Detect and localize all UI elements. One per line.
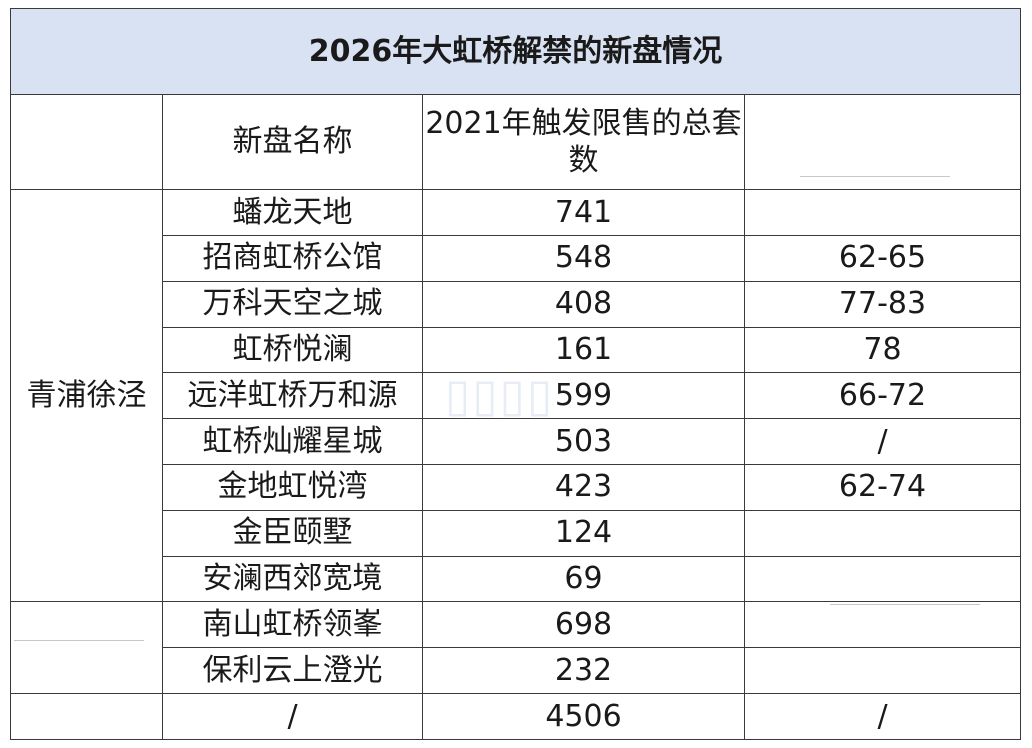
total-count: 4506 xyxy=(422,693,745,740)
unit-count: 599 xyxy=(422,372,745,420)
extra-value: 78 xyxy=(744,326,1021,374)
total-extra: / xyxy=(744,693,1021,740)
region-cell: 青浦徐泾 xyxy=(10,189,163,603)
project-name: 南山虹桥领峯 xyxy=(162,601,423,649)
table-row: 远洋虹桥万和源 599 66-72 xyxy=(11,372,1021,420)
project-name: 招商虹桥公馆 xyxy=(162,234,423,282)
extra-value xyxy=(744,601,1021,649)
unit-count: 408 xyxy=(422,280,745,328)
unit-count: 741 xyxy=(422,189,745,236)
table-row: 虹桥灿耀星城 503 / xyxy=(11,418,1021,466)
unit-count: 548 xyxy=(422,234,745,282)
table-row: 金地虹悦湾 423 62-74 xyxy=(11,464,1021,511)
unit-count: 161 xyxy=(422,326,745,374)
extra-value: 62-74 xyxy=(744,464,1021,511)
unit-count: 124 xyxy=(422,509,745,557)
project-name: 虹桥灿耀星城 xyxy=(162,418,423,466)
table-row: 虹桥悦澜 161 78 xyxy=(11,326,1021,374)
total-name: / xyxy=(162,693,423,740)
region-cell-empty xyxy=(10,601,163,695)
extra-value: 62-65 xyxy=(744,234,1021,282)
project-name: 远洋虹桥万和源 xyxy=(162,372,423,420)
header-extra xyxy=(744,94,1021,191)
erased-line xyxy=(14,640,144,641)
extra-value xyxy=(744,509,1021,557)
project-name: 安澜西郊宽境 xyxy=(162,555,423,603)
project-name: 金臣颐墅 xyxy=(162,509,423,557)
project-name: 万科天空之城 xyxy=(162,280,423,328)
extra-value xyxy=(744,555,1021,603)
unit-count: 232 xyxy=(422,647,745,695)
table-row: 招商虹桥公馆 548 62-65 xyxy=(11,234,1021,282)
header-name: 新盘名称 xyxy=(162,94,423,191)
data-table: 2026年大虹桥解禁的新盘情况 新盘名称 2021年触发限售的总套数 青浦徐泾 … xyxy=(10,7,1021,740)
unit-count: 423 xyxy=(422,464,745,511)
table-row: 青浦徐泾 蟠龙天地 741 xyxy=(10,189,1021,603)
table-title: 2026年大虹桥解禁的新盘情况 xyxy=(10,7,1021,96)
unit-count: 503 xyxy=(422,418,745,466)
total-row: / 4506 / xyxy=(10,693,1021,740)
total-region xyxy=(10,693,163,740)
table-row: 保利云上澄光 232 xyxy=(11,647,1021,695)
header-count: 2021年触发限售的总套数 xyxy=(422,94,745,191)
extra-value: 66-72 xyxy=(744,372,1021,420)
extra-value: 77-83 xyxy=(744,280,1021,328)
header-region xyxy=(10,94,163,191)
erased-line xyxy=(830,604,980,605)
table-row: 安澜西郊宽境 69 xyxy=(11,555,1021,603)
project-name: 虹桥悦澜 xyxy=(162,326,423,374)
extra-value: / xyxy=(744,418,1021,466)
project-name: 金地虹悦湾 xyxy=(162,464,423,511)
erased-line xyxy=(800,176,950,177)
project-name: 保利云上澄光 xyxy=(162,647,423,695)
extra-value xyxy=(744,189,1021,236)
extra-value xyxy=(744,647,1021,695)
table-row: 万科天空之城 408 77-83 xyxy=(11,280,1021,328)
header-row: 新盘名称 2021年触发限售的总套数 xyxy=(10,94,1021,191)
table-row: 金臣颐墅 124 xyxy=(11,509,1021,557)
table-row: 南山虹桥领峯 698 xyxy=(10,601,1021,695)
project-name: 蟠龙天地 xyxy=(162,189,423,236)
unit-count: 69 xyxy=(422,555,745,603)
unit-count: 698 xyxy=(422,601,745,649)
